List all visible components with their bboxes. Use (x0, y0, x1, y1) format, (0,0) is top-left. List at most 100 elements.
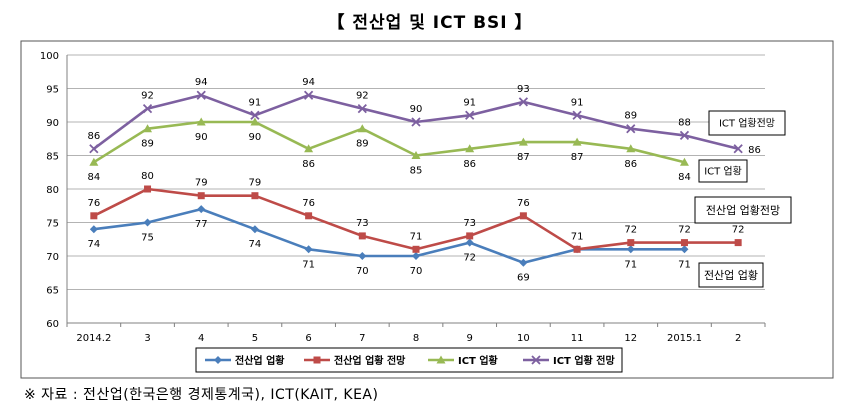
all-industry-outlook-marker (627, 239, 635, 247)
y-tick-label: 65 (46, 286, 59, 297)
all-industry-outlook-marker (251, 192, 259, 200)
all-industry-outlook-marker (680, 239, 688, 247)
annotation-box (698, 262, 764, 288)
all-industry-outlook-data-label: 76 (87, 198, 100, 209)
all-industry-status-data-label: 70 (410, 266, 423, 277)
all-industry-outlook-data-label: 73 (463, 218, 476, 229)
all-industry-outlook-data-label: 80 (141, 171, 154, 182)
all-industry-outlook-data-label: 72 (678, 225, 691, 236)
all-industry-outlook-data-label: 71 (410, 231, 423, 242)
x-tick-label: 7 (359, 333, 365, 344)
ict-outlook-data-label: 89 (624, 111, 637, 122)
all-industry-status-data-label: 71 (624, 259, 637, 270)
all-industry-outlook-marker (90, 212, 98, 220)
annotation-box (698, 159, 748, 183)
ict-outlook-marker (679, 130, 690, 141)
ict-status-data-label: 86 (624, 159, 637, 170)
all-industry-status-data-label: 72 (463, 253, 476, 264)
ict-outlook-marker (465, 110, 475, 120)
ict-outlook-data-label: 86 (748, 145, 761, 156)
all-industry-status-data-label: 69 (517, 273, 530, 284)
ict-status-marker (89, 157, 99, 166)
ict-status-marker (411, 151, 421, 159)
all-industry-status-data-label: 75 (141, 233, 154, 244)
ict-status-marker (196, 117, 206, 126)
all-industry-status-marker (626, 245, 635, 254)
x-tick-label: 9 (467, 333, 473, 344)
ict-status-marker (304, 144, 314, 153)
ict-status-legend-marker (436, 355, 446, 364)
all-industry-status-marker (304, 245, 313, 254)
source-note: ※ 자료 : 전산업(한국은행 경제통계국), ICT(KAIT, KEA) (24, 387, 379, 403)
all-industry-outlook-data-label: 72 (732, 225, 745, 236)
annotation-box (694, 196, 792, 224)
all-industry-outlook-marker (144, 185, 152, 193)
chart-frame (20, 40, 834, 379)
y-tick-label: 80 (46, 185, 59, 196)
all-industry-outlook-marker (466, 232, 474, 240)
all-industry-outlook-marker (197, 192, 205, 200)
ict-outlook-data-label: 92 (356, 91, 369, 102)
x-tick-label: 8 (413, 333, 419, 344)
all-industry-status-marker (358, 252, 367, 260)
all-industry-status-marker (465, 238, 474, 247)
ict-outlook-data-label: 91 (571, 97, 584, 108)
all-industry-outlook-legend-marker (313, 356, 321, 364)
all-industry-outlook-marker (305, 212, 313, 220)
all-industry-status-data-label: 71 (571, 231, 584, 242)
ict-outlook-data-label: 90 (410, 104, 423, 115)
ict-outlook-data-label: 86 (87, 131, 100, 142)
ict-status-marker (357, 124, 367, 133)
all-industry-status-marker (519, 258, 528, 267)
y-tick-label: 90 (46, 118, 59, 129)
ict-status-data-label: 86 (463, 159, 476, 170)
all-industry-outlook-marker (734, 239, 742, 247)
x-tick-label: 3 (144, 333, 150, 344)
ict-outlook-data-label: 91 (463, 97, 476, 108)
all-industry-status-data-label: 74 (87, 239, 100, 250)
ict-outlook-marker (572, 110, 582, 120)
y-tick-label: 100 (40, 51, 59, 62)
all-industry-status-data-label: 71 (678, 259, 691, 270)
all-industry-status-data-label: 71 (302, 259, 315, 270)
all-industry-outlook-marker (573, 245, 581, 253)
annotation-label: ICT 업황전망 (719, 117, 775, 130)
annotation-label: ICT 업황 (704, 165, 742, 178)
ict-outlook-marker (142, 103, 153, 114)
all-industry-status-marker (143, 218, 152, 227)
ict-outlook-legend-label: ICT 업황 전망 (553, 354, 615, 367)
all-industry-outlook-data-label: 73 (356, 218, 369, 229)
all-industry-outlook-data-label: 79 (195, 178, 208, 189)
y-tick-label: 85 (46, 152, 59, 163)
annotation-box (708, 110, 786, 136)
all-industry-status-marker (89, 225, 98, 234)
ict-outlook-data-label: 91 (249, 97, 262, 108)
ict-outlook-data-label: 94 (302, 77, 315, 88)
y-tick-label: 95 (46, 85, 59, 96)
all-industry-outlook-data-label: 79 (249, 178, 262, 189)
ict-outlook-data-label: 94 (195, 77, 208, 88)
ict-outlook-marker (733, 144, 743, 154)
ict-status-data-label: 90 (249, 132, 262, 143)
ict-status-marker (626, 144, 636, 153)
y-tick-label: 75 (46, 219, 59, 230)
ict-status-data-label: 84 (678, 172, 691, 183)
legend-box (195, 347, 623, 373)
y-tick-label: 60 (46, 319, 59, 330)
all-industry-outlook-marker (519, 212, 527, 220)
ict-outlook-marker (518, 97, 529, 107)
ict-outlook-marker (626, 124, 636, 134)
ict-outlook-data-label: 93 (517, 84, 530, 95)
ict-status-data-label: 87 (517, 152, 530, 163)
all-industry-outlook-marker (412, 245, 420, 253)
annotation-label: 전산업 업황 (704, 269, 758, 282)
x-tick-label: 12 (624, 333, 637, 344)
x-tick-label: 2 (735, 333, 741, 344)
all-industry-status-marker (197, 205, 206, 214)
ict-status-marker (465, 144, 475, 153)
ict-status-marker (679, 157, 689, 166)
ict-status-line (93, 120, 685, 164)
all-industry-outlook-marker (358, 232, 366, 240)
ict-status-data-label: 84 (87, 172, 100, 183)
